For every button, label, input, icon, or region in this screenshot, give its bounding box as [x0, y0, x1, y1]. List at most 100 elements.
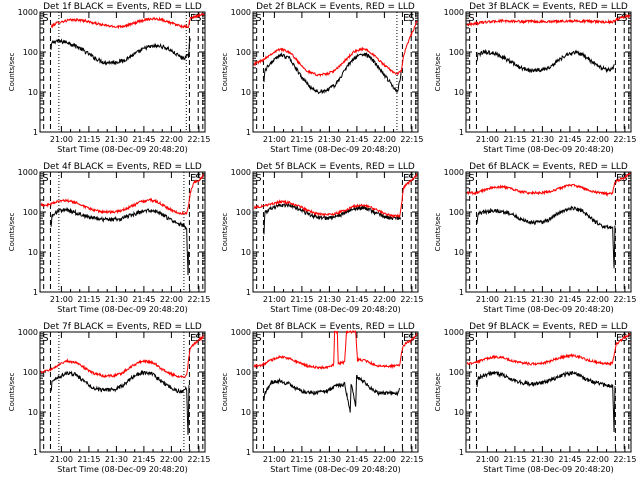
start-marker-label: S — [42, 333, 48, 344]
lld-rate-line — [50, 12, 205, 30]
x-tick-label: 21:45 — [345, 295, 368, 304]
start-marker-label: S — [468, 173, 474, 184]
start-marker-label: S — [468, 333, 474, 344]
x-axis-label: Start Time (08-Dec-09 20:48:20) — [270, 305, 401, 314]
x-tick-label: 22:00 — [160, 295, 183, 304]
y-tick-label: 1 — [459, 448, 464, 457]
y-axis-label: Counts/sec — [434, 373, 442, 412]
x-tick-label: 22:15 — [187, 455, 210, 464]
x-tick-label: 21:15 — [290, 135, 313, 144]
x-tick-label: 21:30 — [105, 135, 128, 144]
x-tick-label: 21:15 — [503, 295, 526, 304]
y-tick-label: 1000 — [231, 328, 251, 337]
y-tick-label: 100 — [23, 48, 38, 57]
second-start-marker-label: S — [195, 173, 201, 184]
detector-panel-5: Det 5f BLACK = Events, RED = LLD 1 10 100 10… — [221, 162, 423, 314]
x-tick-label: 22:00 — [586, 295, 609, 304]
x-tick-label: 21:45 — [132, 295, 155, 304]
y-tick-label: 10 — [241, 88, 251, 97]
y-axis-label: Counts/sec — [434, 213, 442, 252]
y-tick-label: 10 — [28, 88, 38, 97]
y-tick-label: 100 — [236, 368, 251, 377]
y-tick-label: 100 — [23, 368, 38, 377]
y-tick-label: 10 — [454, 248, 464, 257]
x-tick-label: 21:30 — [531, 135, 554, 144]
y-tick-label: 1 — [246, 128, 251, 137]
x-tick-label: 21:00 — [263, 295, 286, 304]
detector-panel-3: Det 3f BLACK = Events, RED = LLD 1 10 100 10… — [434, 2, 636, 154]
x-tick-label: 21:30 — [105, 295, 128, 304]
x-tick-label: 21:45 — [558, 455, 581, 464]
y-tick-label: 1000 — [231, 8, 251, 17]
second-start-marker-label: S — [195, 333, 201, 344]
y-tick-label: 1000 — [18, 168, 38, 177]
panel-title: Det 6f BLACK = Events, RED = LLD — [469, 162, 628, 172]
start-marker-label: S — [255, 333, 261, 344]
events-rate-line — [476, 205, 616, 269]
lld-rate-line — [253, 173, 418, 219]
end-marker-label: E — [403, 333, 409, 344]
detector-panel-9: Det 9f BLACK = Events, RED = LLD 1 10 100 10… — [434, 322, 636, 474]
plot-frame — [465, 331, 632, 453]
x-tick-label: 22:15 — [187, 295, 210, 304]
second-start-marker-label: S — [195, 13, 201, 24]
x-tick-label: 21:00 — [263, 455, 286, 464]
start-marker-label: S — [42, 13, 48, 24]
y-tick-label: 10 — [454, 88, 464, 97]
x-tick-label: 21:45 — [558, 295, 581, 304]
x-tick-label: 22:15 — [613, 455, 636, 464]
x-tick-label: 21:30 — [531, 455, 554, 464]
plot-frame — [252, 331, 419, 453]
events-rate-line — [263, 374, 401, 413]
y-tick-label: 1 — [246, 288, 251, 297]
y-tick-label: 1 — [246, 448, 251, 457]
y-tick-label: 1000 — [444, 168, 464, 177]
end-marker-label: E — [403, 173, 409, 184]
panel-title: Det 5f BLACK = Events, RED = LLD — [256, 162, 415, 172]
y-tick-label: 1 — [459, 128, 464, 137]
lld-rate-line — [466, 172, 631, 197]
x-axis-label: Start Time (08-Dec-09 20:48:20) — [270, 145, 401, 154]
lld-rate-line — [253, 330, 418, 370]
start-marker-label: S — [255, 173, 261, 184]
x-tick-label: 22:15 — [613, 295, 636, 304]
y-tick-label: 1000 — [444, 8, 464, 17]
y-tick-label: 10 — [28, 408, 38, 417]
detector-panel-8: Det 8f BLACK = Events, RED = LLD 1 10 100 10… — [221, 322, 423, 474]
plot-frame — [465, 171, 632, 293]
x-tick-label: 21:00 — [476, 295, 499, 304]
lld-rate-line — [253, 20, 418, 78]
x-tick-label: 21:30 — [318, 295, 341, 304]
x-tick-label: 21:15 — [503, 455, 526, 464]
detector-panel-4: Det 4f BLACK = Events, RED = LLD 1 10 100 10… — [8, 162, 210, 314]
x-axis-label: Start Time (08-Dec-09 20:48:20) — [57, 145, 188, 154]
events-rate-line — [263, 51, 402, 95]
x-tick-label: 22:15 — [400, 455, 423, 464]
x-tick-label: 21:45 — [345, 455, 368, 464]
x-tick-label: 22:00 — [373, 295, 396, 304]
detector-panel-2: Det 2f BLACK = Events, RED = LLD 1 10 100 10… — [221, 2, 423, 154]
y-tick-label: 10 — [28, 248, 38, 257]
x-tick-label: 21:30 — [318, 455, 341, 464]
x-axis-label: Start Time (08-Dec-09 20:48:20) — [483, 465, 614, 474]
plot-frame — [252, 171, 419, 293]
x-tick-label: 22:00 — [373, 135, 396, 144]
x-tick-label: 21:45 — [132, 135, 155, 144]
x-tick-label: 22:15 — [400, 295, 423, 304]
start-marker-label: S — [468, 13, 474, 24]
x-tick-label: 21:15 — [77, 135, 100, 144]
x-tick-label: 21:15 — [290, 455, 313, 464]
y-tick-label: 10 — [454, 408, 464, 417]
y-tick-label: 1000 — [444, 328, 464, 337]
events-rate-line — [50, 207, 189, 276]
x-tick-label: 21:00 — [476, 455, 499, 464]
lld-rate-line — [466, 333, 631, 367]
y-tick-label: 10 — [241, 248, 251, 257]
second-start-marker-label: S — [408, 13, 414, 24]
panel-title: Det 7f BLACK = Events, RED = LLD — [43, 322, 202, 332]
x-tick-label: 21:15 — [77, 455, 100, 464]
x-tick-label: 22:00 — [160, 455, 183, 464]
detector-panel-6: Det 6f BLACK = Events, RED = LLD 1 10 100 10… — [434, 162, 636, 314]
x-tick-label: 22:00 — [586, 135, 609, 144]
panel-title: Det 1f BLACK = Events, RED = LLD — [43, 2, 202, 12]
